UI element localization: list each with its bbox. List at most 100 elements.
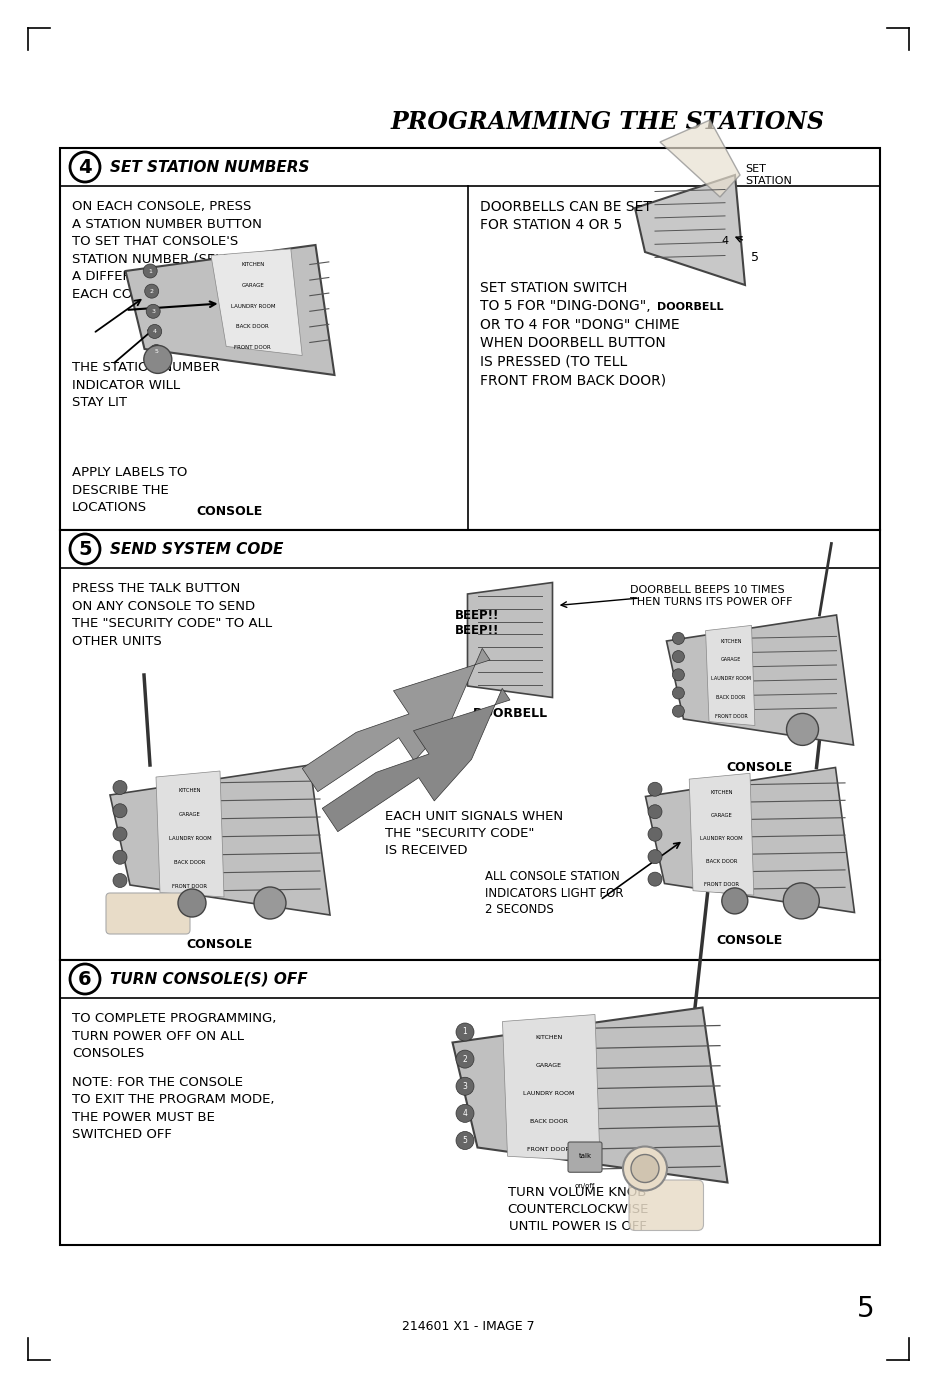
Text: KITCHEN: KITCHEN [241, 262, 264, 266]
Circle shape [456, 1051, 474, 1069]
Text: DOORBELL BEEPS 10 TIMES
THEN TURNS ITS POWER OFF: DOORBELL BEEPS 10 TIMES THEN TURNS ITS P… [629, 584, 792, 608]
Circle shape [622, 1146, 666, 1191]
Text: BEEP!!
BEEP!!: BEEP!! BEEP!! [454, 609, 499, 637]
Text: SEND SYSTEM CODE: SEND SYSTEM CODE [110, 541, 283, 557]
Polygon shape [467, 583, 552, 698]
Text: GARAGE: GARAGE [241, 283, 264, 287]
Text: CONSOLE: CONSOLE [186, 937, 253, 951]
Circle shape [672, 633, 683, 644]
Text: 6: 6 [78, 969, 92, 988]
Circle shape [113, 780, 127, 794]
Text: NOTE: FOR THE CONSOLE
TO EXIT THE PROGRAM MODE,
THE POWER MUST BE
SWITCHED OFF: NOTE: FOR THE CONSOLE TO EXIT THE PROGRA… [72, 1076, 274, 1141]
FancyBboxPatch shape [628, 1180, 703, 1231]
Text: TO COMPLETE PROGRAMMING,
TURN POWER OFF ON ALL
CONSOLES: TO COMPLETE PROGRAMMING, TURN POWER OFF … [72, 1012, 276, 1060]
FancyBboxPatch shape [567, 1142, 601, 1173]
Text: DOORBELL: DOORBELL [472, 706, 547, 720]
Text: 2: 2 [462, 1055, 467, 1063]
Circle shape [630, 1155, 658, 1183]
Circle shape [113, 804, 127, 818]
Circle shape [144, 285, 158, 298]
Circle shape [70, 534, 100, 564]
Circle shape [782, 883, 818, 919]
Text: 3: 3 [151, 308, 155, 314]
Text: FRONT DOOR: FRONT DOOR [703, 883, 739, 887]
Text: DOORBELLS CAN BE SET
FOR STATION 4 OR 5: DOORBELLS CAN BE SET FOR STATION 4 OR 5 [479, 200, 651, 232]
Text: LAUNDRY ROOM: LAUNDRY ROOM [230, 304, 275, 308]
Circle shape [148, 325, 162, 339]
Text: 1: 1 [462, 1027, 467, 1037]
Circle shape [143, 264, 157, 278]
Circle shape [70, 965, 100, 994]
Text: BACK DOOR: BACK DOOR [529, 1119, 567, 1124]
Polygon shape [689, 773, 753, 895]
Circle shape [785, 713, 818, 745]
Text: TURN CONSOLE(S) OFF: TURN CONSOLE(S) OFF [110, 972, 307, 987]
Circle shape [648, 783, 662, 797]
Text: 5: 5 [750, 251, 758, 264]
Text: TURN VOLUME KNOB
COUNTERCLOCKWISE
UNTIL POWER IS OFF: TURN VOLUME KNOB COUNTERCLOCKWISE UNTIL … [506, 1185, 648, 1233]
Text: KITCHEN: KITCHEN [179, 788, 201, 793]
Polygon shape [502, 1015, 599, 1162]
Text: talk: talk [578, 1153, 591, 1159]
Circle shape [254, 887, 285, 919]
Circle shape [456, 1105, 474, 1123]
Text: 3: 3 [462, 1081, 467, 1091]
Bar [60, 960, 879, 1245]
Polygon shape [705, 626, 754, 726]
Text: on/off: on/off [574, 1183, 594, 1190]
Text: CONSOLE: CONSOLE [726, 761, 792, 773]
Text: 4: 4 [721, 236, 728, 246]
Circle shape [178, 888, 206, 917]
Text: LAUNDRY ROOM: LAUNDRY ROOM [710, 676, 751, 682]
Circle shape [672, 687, 683, 700]
Text: KITCHEN: KITCHEN [709, 790, 732, 795]
Text: 5: 5 [78, 540, 92, 558]
Text: FRONT DOOR: FRONT DOOR [234, 346, 271, 350]
Circle shape [648, 827, 662, 841]
Text: APPLY LABELS TO
DESCRIBE THE
LOCATIONS: APPLY LABELS TO DESCRIBE THE LOCATIONS [72, 466, 187, 514]
Polygon shape [211, 248, 302, 355]
Text: BACK DOOR: BACK DOOR [716, 695, 745, 700]
Text: GARAGE: GARAGE [720, 658, 740, 662]
Text: LAUNDRY ROOM: LAUNDRY ROOM [168, 836, 212, 841]
Bar [60, 530, 879, 960]
Circle shape [143, 346, 171, 373]
Polygon shape [665, 615, 853, 745]
Text: 5: 5 [856, 1295, 874, 1323]
Text: PRESS THE TALK BUTTON
ON ANY CONSOLE TO SEND
THE "SECURITY CODE" TO ALL
OTHER UN: PRESS THE TALK BUTTON ON ANY CONSOLE TO … [72, 582, 271, 647]
Polygon shape [110, 765, 329, 915]
Text: LAUNDRY ROOM: LAUNDRY ROOM [522, 1091, 574, 1095]
Text: KITCHEN: KITCHEN [534, 1034, 562, 1040]
Text: DOORBELL: DOORBELL [656, 301, 723, 311]
Text: BACK DOOR: BACK DOOR [236, 325, 269, 329]
Text: GARAGE: GARAGE [535, 1063, 562, 1067]
Circle shape [70, 153, 100, 182]
FancyBboxPatch shape [106, 892, 190, 934]
Polygon shape [155, 770, 224, 897]
Polygon shape [125, 246, 334, 375]
Polygon shape [302, 648, 490, 791]
Circle shape [672, 705, 683, 718]
Text: EACH UNIT SIGNALS WHEN
THE "SECURITY CODE"
IS RECEIVED: EACH UNIT SIGNALS WHEN THE "SECURITY COD… [385, 811, 563, 856]
Polygon shape [322, 688, 509, 831]
Polygon shape [635, 175, 744, 285]
Text: CONSOLE: CONSOLE [197, 505, 263, 518]
Text: SET STATION NUMBERS: SET STATION NUMBERS [110, 160, 309, 175]
Text: KITCHEN: KITCHEN [720, 638, 741, 644]
Text: FRONT DOOR: FRONT DOOR [172, 884, 207, 888]
Polygon shape [659, 119, 739, 197]
Circle shape [648, 872, 662, 886]
Circle shape [648, 849, 662, 863]
Text: CONSOLE: CONSOLE [716, 934, 782, 947]
Text: 1: 1 [148, 268, 152, 273]
Text: LAUNDRY ROOM: LAUNDRY ROOM [699, 836, 742, 841]
Text: ON EACH CONSOLE, PRESS
A STATION NUMBER BUTTON
TO SET THAT CONSOLE'S
STATION NUM: ON EACH CONSOLE, PRESS A STATION NUMBER … [72, 200, 261, 300]
Circle shape [113, 873, 127, 887]
Text: 4: 4 [462, 1109, 467, 1117]
Text: THE STATION NUMBER
INDICATOR WILL
STAY LIT: THE STATION NUMBER INDICATOR WILL STAY L… [72, 361, 220, 409]
Circle shape [648, 805, 662, 819]
Bar [60, 149, 879, 530]
Text: FRONT DOOR: FRONT DOOR [714, 713, 747, 719]
Text: 5: 5 [462, 1135, 467, 1145]
Circle shape [672, 651, 683, 662]
